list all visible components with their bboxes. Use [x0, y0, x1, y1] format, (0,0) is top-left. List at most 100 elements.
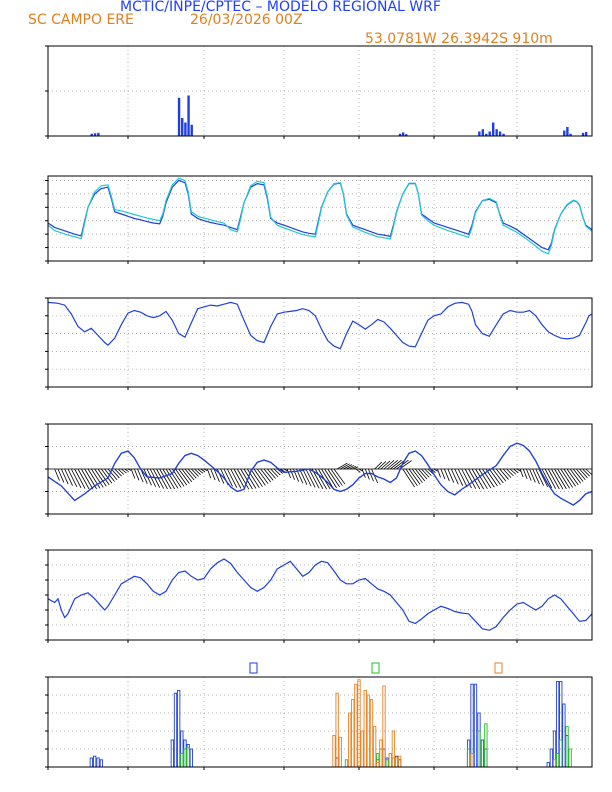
wind-vector — [156, 468, 168, 490]
wind-vector — [94, 468, 107, 487]
wind-vector — [454, 468, 464, 486]
header-coords: 53.0781W 26.3942S 910m — [365, 31, 553, 47]
wind-vector — [159, 468, 172, 490]
wind-vector — [54, 468, 60, 481]
series-line-pnmm — [47, 558, 593, 631]
wind-vector — [257, 468, 269, 485]
wind-vector — [289, 468, 295, 480]
wind-vector — [321, 468, 334, 489]
wind-vector — [327, 468, 340, 488]
wind-vector — [168, 468, 182, 488]
wind-vector — [522, 468, 528, 479]
wind-vector — [371, 468, 379, 484]
wind-panel — [45, 423, 593, 517]
wind-vector — [67, 468, 78, 488]
wind-vector — [557, 468, 570, 489]
precip-bar — [495, 129, 498, 136]
wind-vector — [495, 468, 507, 482]
wind-vector — [172, 468, 185, 487]
wind-vector — [117, 468, 125, 475]
wind-vector — [386, 459, 399, 470]
wind-vector — [277, 468, 283, 474]
wind-vector — [541, 468, 553, 489]
precip-bar — [581, 132, 585, 136]
wind-vector — [181, 468, 193, 483]
wind-vector — [408, 468, 421, 485]
wind-vector — [90, 468, 104, 488]
wind-vector — [509, 468, 517, 475]
wind-vector — [336, 462, 348, 470]
wind-vector — [468, 468, 481, 490]
plot-frame — [47, 676, 593, 768]
wind-vector — [444, 468, 450, 482]
wind-vector — [380, 460, 391, 470]
wind-vector — [243, 468, 257, 489]
wind-vector — [305, 468, 316, 488]
wind-vector — [223, 468, 233, 487]
wind-vector — [563, 468, 576, 487]
wind-vector — [253, 468, 266, 486]
wind-vector — [280, 468, 286, 473]
wind-vector — [226, 468, 238, 488]
wind-vector — [111, 468, 120, 479]
wind-vector — [383, 460, 395, 470]
wind-vector — [421, 468, 430, 478]
wind-vector — [213, 468, 220, 482]
wind-vector — [197, 468, 204, 474]
wind-vector — [64, 468, 73, 486]
wind-vector — [471, 468, 485, 490]
wind-vector — [492, 468, 504, 484]
wind-vector — [538, 468, 549, 488]
wind-vector — [333, 468, 346, 485]
wind-vector — [97, 468, 110, 486]
cloud-cover-panel — [45, 662, 593, 770]
wind-vector — [532, 468, 540, 485]
precip-bar — [491, 122, 495, 136]
wind-vector — [149, 468, 161, 488]
plot-frame — [47, 297, 593, 388]
wind-vector — [499, 468, 509, 480]
wind-vector — [191, 468, 199, 477]
precip-bar — [177, 97, 181, 136]
header-run: 26/03/2026 00Z — [190, 12, 303, 28]
wind-vector — [114, 468, 122, 477]
wind-vector — [535, 468, 544, 486]
wind-vector — [302, 468, 312, 487]
precip-bar — [478, 131, 481, 136]
precip-bar — [401, 132, 405, 136]
precip-bar — [90, 133, 93, 136]
wind-vector — [133, 468, 140, 481]
wind-vector — [137, 468, 144, 483]
series-line-wind-speed — [47, 442, 593, 506]
header-location: SC CAMPO ERE — [28, 12, 134, 28]
wind-vector — [478, 468, 492, 489]
wind-vector — [250, 468, 263, 487]
wind-vector — [286, 468, 291, 479]
wind-vector — [175, 468, 188, 486]
wind-vector — [87, 468, 101, 489]
wind-vector — [447, 468, 455, 483]
precip-bar — [190, 124, 193, 136]
series-line-temperatura-aparente — [47, 177, 593, 255]
wind-vector — [464, 468, 477, 489]
wind-vector — [572, 468, 584, 482]
wind-vector — [579, 468, 588, 479]
wind-vector — [263, 468, 274, 481]
wind-vector — [314, 468, 327, 490]
wind-vector — [526, 468, 532, 481]
wind-vector — [424, 468, 432, 476]
precip-bar — [184, 122, 187, 136]
wind-vector — [457, 468, 468, 488]
wind-vector — [482, 468, 495, 488]
wind-vector — [70, 468, 82, 489]
wind-vector — [330, 468, 343, 486]
wind-vector — [502, 468, 512, 478]
wind-vector — [80, 468, 94, 490]
wind-vector — [414, 468, 426, 482]
wind-vector — [246, 468, 260, 488]
wind-vector — [440, 468, 446, 480]
wind-vector — [346, 465, 355, 470]
wind-vector — [418, 468, 428, 480]
wind-vector — [77, 468, 90, 490]
